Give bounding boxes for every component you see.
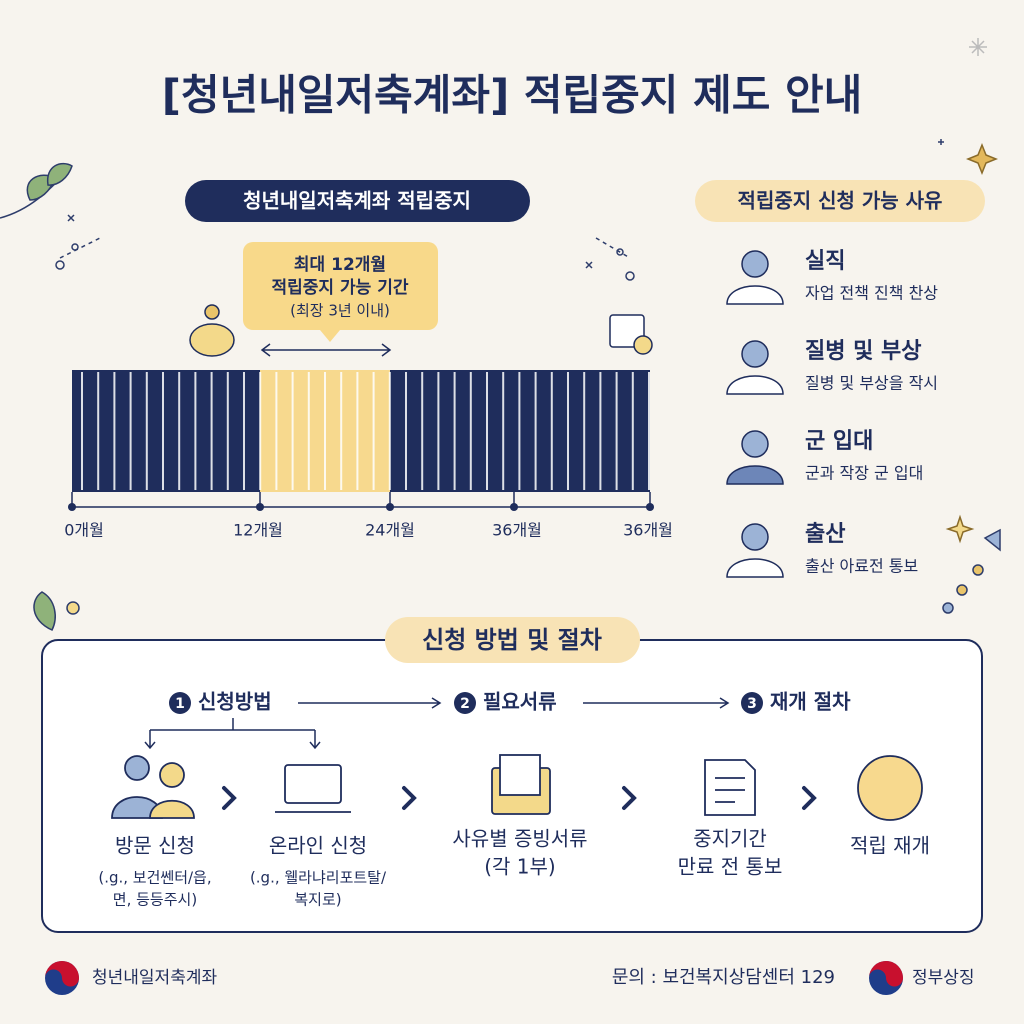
procedure-item-note: (.g., 보건쎈터/읍, <box>98 869 211 887</box>
step-label: 신청방법 <box>198 690 272 714</box>
footer-right: 정부상징 <box>912 968 975 988</box>
axis-dot <box>510 503 518 511</box>
timeline-label: 36개월 <box>623 521 673 540</box>
step-badge <box>169 692 191 714</box>
reasons-heading-pill <box>695 180 985 222</box>
timeline-label: 12개월 <box>233 521 283 540</box>
reason-desc: 출산 아료전 통보 <box>805 557 918 576</box>
reason-icon-head <box>741 340 769 368</box>
reason-title: 출산 <box>805 522 845 547</box>
footer-contact: 문의 : 보건복지상담센터 129 <box>612 967 835 988</box>
procedure-item-note: 면, 등등주시) <box>113 891 197 909</box>
procedure-item-title: 적립 재개 <box>850 834 930 858</box>
reasons-heading: 적립중지 신청 가능 사유 <box>738 189 943 213</box>
footer-left: 청년내일저축계좌 <box>92 968 217 988</box>
step-badge <box>741 692 763 714</box>
procedure-item-note: 복지로) <box>294 891 341 909</box>
reason-icon-body <box>726 285 784 305</box>
reason-title: 실직 <box>805 249 845 274</box>
reason-icon-head <box>741 523 769 551</box>
procedure-icons <box>111 754 923 821</box>
calendar-icon <box>609 314 653 355</box>
piggy-bank-icon <box>189 304 235 357</box>
procedure-heading-pill <box>385 617 640 663</box>
procedure-item-title: 만료 전 통보 <box>678 855 783 879</box>
reason-icon-head <box>741 250 769 278</box>
timeline-bar <box>68 370 654 511</box>
timeline-label: 0개월 <box>64 521 104 540</box>
callout-line: (최장 3년 이내) <box>290 302 390 320</box>
reason-icon-head <box>741 430 769 458</box>
reason-desc: 자업 전책 진책 찬상 <box>805 284 938 303</box>
range-arrow <box>260 343 392 357</box>
reason-desc: 군과 작장 군 입대 <box>805 464 923 483</box>
decorations <box>0 38 1001 631</box>
reason-icon-body <box>726 465 784 485</box>
step-number: 1 <box>175 696 185 712</box>
flow-arrows <box>144 697 730 750</box>
reason-title: 군 입대 <box>805 429 873 454</box>
step-badge <box>454 692 476 714</box>
reason-desc: 질병 및 부상을 작시 <box>805 374 938 393</box>
reason-title: 질병 및 부상 <box>805 339 922 364</box>
timeline-heading: 청년내일저축계좌 적립중지 <box>243 189 471 213</box>
callout-box <box>243 242 438 330</box>
procedure-item-title: 방문 신청 <box>115 834 195 858</box>
timeline-label: 24개월 <box>365 521 415 540</box>
procedure-item-title: 사유별 증빙서류 <box>452 827 587 851</box>
axis-dot <box>386 503 394 511</box>
axis-dot <box>68 503 76 511</box>
axis-dot <box>646 503 654 511</box>
procedure-item-title: (각 1부) <box>484 855 556 879</box>
timeline-label: 36개월 <box>492 521 542 540</box>
footer-emblems <box>45 961 903 995</box>
chevrons <box>222 786 817 810</box>
procedure-item-note: (.g., 웰라냐리포트탈/ <box>250 869 387 887</box>
step-number: 3 <box>747 696 757 712</box>
procedure-heading: 신청 방법 및 절차 <box>422 626 602 654</box>
step-label: 필요서류 <box>483 690 557 714</box>
timeline-heading-pill <box>185 180 530 222</box>
reason-icon-body <box>726 558 784 578</box>
callout-tail <box>320 330 340 342</box>
procedure-item-title: 온라인 신청 <box>269 834 367 858</box>
axis-dot <box>256 503 264 511</box>
callout-line: 최대 12개월 <box>294 255 386 275</box>
reason-icon-body <box>726 375 784 395</box>
callout-line: 적립중지 가능 기간 <box>272 278 409 298</box>
main-title: [청년내일저축계좌] 적립중지 제도 안내 <box>162 71 863 120</box>
procedure-item-title: 중지기간 <box>693 827 767 851</box>
step-label: 재개 절차 <box>770 690 851 714</box>
step-number: 2 <box>460 696 470 712</box>
